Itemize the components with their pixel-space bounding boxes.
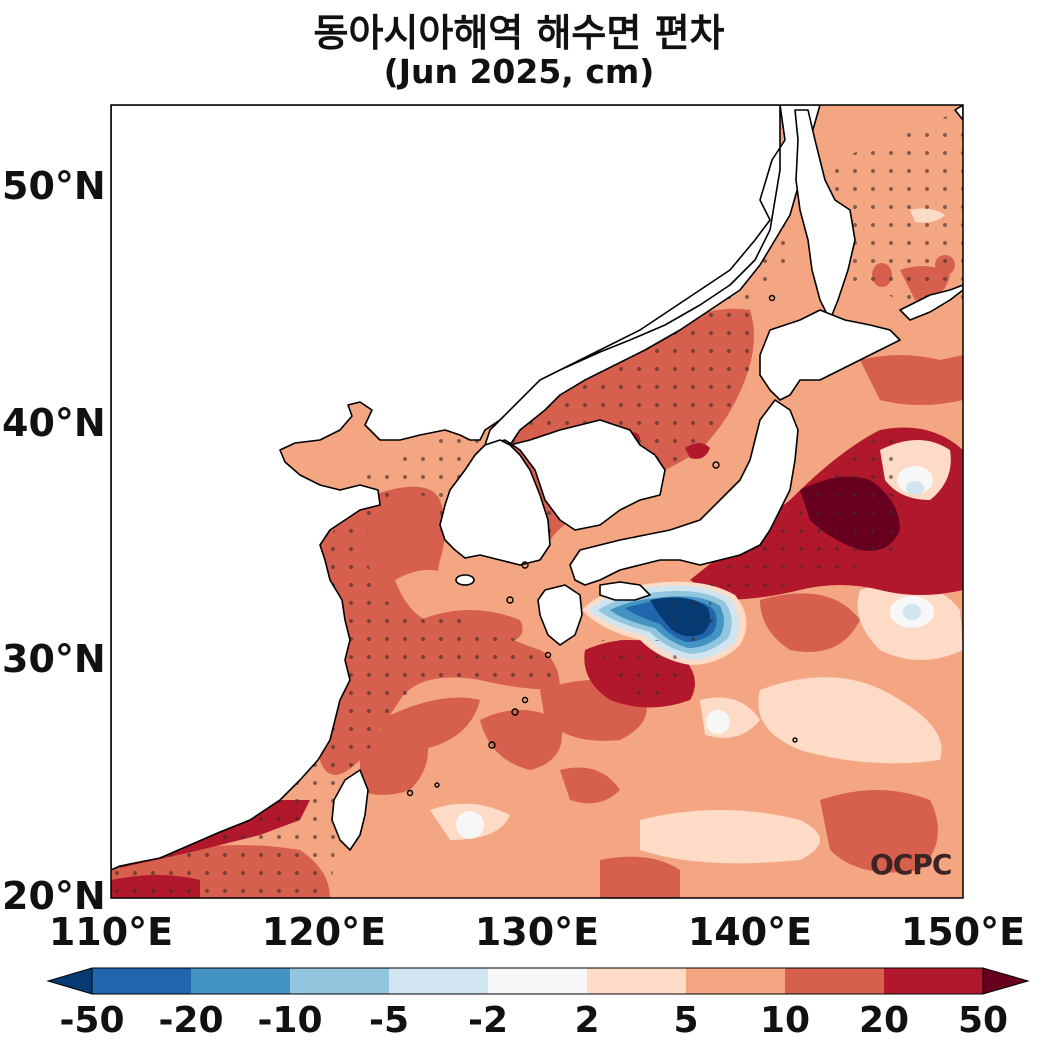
map-title: 동아시아해역 해수면 편차 xyxy=(313,11,725,55)
colorbar-box xyxy=(884,968,983,994)
lon-label: 150°E xyxy=(900,910,1026,954)
colorbar-tick-label: -10 xyxy=(257,1000,323,1041)
colorbar-tick-label: 5 xyxy=(673,1000,699,1041)
lat-label: 30°N xyxy=(2,637,106,682)
colorbar-tick-label: -20 xyxy=(158,1000,224,1041)
colorbar xyxy=(46,967,1030,995)
colorbar-tick-label: 10 xyxy=(759,1000,811,1041)
colorbar-box xyxy=(785,968,884,994)
lon-label: 130°E xyxy=(474,910,600,954)
colorbar-box xyxy=(389,968,488,994)
colorbar-tick-label: -2 xyxy=(468,1000,508,1041)
colorbar-high-extend xyxy=(982,967,1030,995)
colorbar-box xyxy=(92,968,191,994)
lat-label: 50°N xyxy=(2,163,106,208)
colorbar-low-extend xyxy=(46,967,93,995)
lon-label: 110°E xyxy=(48,910,174,954)
colorbar-tick-label: 2 xyxy=(574,1000,600,1041)
ocpc-logo: OCPC xyxy=(870,848,952,881)
lon-label: 120°E xyxy=(261,910,387,954)
colorbar-box xyxy=(488,968,587,994)
colorbar-box xyxy=(587,968,686,994)
colorbar-tick-label: -5 xyxy=(369,1000,409,1041)
land-masses xyxy=(111,105,963,871)
colorbar-box xyxy=(290,968,389,994)
map-frame xyxy=(110,104,964,899)
colorbar-tick-label: 50 xyxy=(957,1000,1009,1041)
lat-label: 40°N xyxy=(2,400,106,445)
lon-label: 140°E xyxy=(687,910,813,954)
colorbar-tick-label: -50 xyxy=(59,1000,125,1041)
anomaly-field xyxy=(111,105,963,898)
colorbar-box xyxy=(686,968,785,994)
lat-label: 20°N xyxy=(2,874,106,918)
island-outlines xyxy=(406,294,798,797)
colorbar-tick-label: 20 xyxy=(858,1000,910,1041)
map-subtitle: (Jun 2025, cm) xyxy=(383,52,655,91)
colorbar-box xyxy=(191,968,290,994)
colorbar-frame xyxy=(91,967,984,995)
